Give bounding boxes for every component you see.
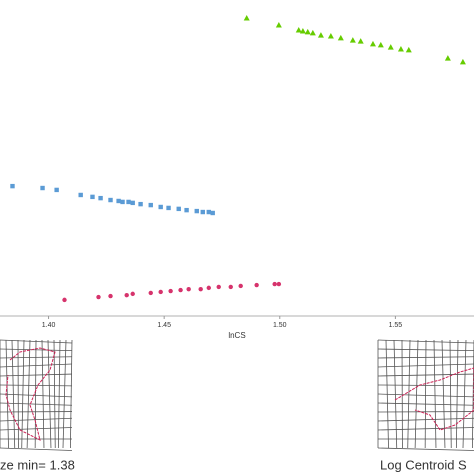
warp-line xyxy=(377,393,474,398)
warp-line xyxy=(441,339,446,449)
point xyxy=(40,185,45,191)
x-tick-label: 1.40 xyxy=(42,322,56,329)
x-tick-label: 1.50 xyxy=(273,322,287,329)
point xyxy=(138,201,143,207)
x-tick-label: 1.55 xyxy=(389,322,403,329)
point xyxy=(116,198,121,204)
warp-line xyxy=(57,339,61,449)
point xyxy=(78,192,83,198)
point xyxy=(130,291,135,297)
point xyxy=(158,289,163,295)
point xyxy=(304,28,311,35)
point xyxy=(98,195,103,201)
warp-line xyxy=(0,402,73,406)
point xyxy=(397,45,404,52)
point xyxy=(126,199,131,205)
warp-line xyxy=(424,339,427,449)
warp-line xyxy=(0,393,73,398)
point xyxy=(194,208,199,214)
x-tick-label: 1.45 xyxy=(157,322,171,329)
point xyxy=(444,55,451,61)
point xyxy=(206,209,211,215)
point xyxy=(243,15,250,21)
warp-line xyxy=(0,427,73,431)
deformation-grid-left xyxy=(0,339,73,451)
point xyxy=(184,207,189,213)
point xyxy=(272,281,277,287)
point xyxy=(295,27,302,33)
point xyxy=(299,27,306,34)
deformation-grid-right xyxy=(377,339,474,451)
point xyxy=(168,288,173,294)
point xyxy=(238,283,243,289)
point xyxy=(108,197,113,203)
point xyxy=(54,187,59,193)
warp-line xyxy=(377,402,474,406)
warp-line xyxy=(26,339,31,449)
point xyxy=(317,32,324,38)
caption-left: ze min= 1.38 xyxy=(0,457,75,472)
point xyxy=(357,38,364,44)
point xyxy=(178,287,183,293)
point xyxy=(186,286,191,292)
point xyxy=(148,290,153,296)
point xyxy=(228,284,233,290)
point xyxy=(216,284,221,290)
warp-line xyxy=(377,427,474,431)
point xyxy=(377,41,384,48)
warp-line xyxy=(62,339,67,449)
warp-line xyxy=(34,339,37,449)
warp-line xyxy=(393,339,398,449)
point xyxy=(405,46,412,53)
point xyxy=(369,40,376,47)
point xyxy=(309,29,316,36)
warp-line xyxy=(433,339,437,449)
point xyxy=(96,294,101,300)
point xyxy=(206,285,211,291)
point xyxy=(198,286,203,292)
point xyxy=(337,34,344,41)
point xyxy=(108,293,113,299)
warp-line xyxy=(0,417,73,422)
warp-line xyxy=(462,339,467,449)
warp-line xyxy=(414,339,419,449)
caption-right: Log Centroid S xyxy=(380,457,467,472)
point xyxy=(387,44,394,50)
point xyxy=(210,210,215,216)
x-axis-label: lnCS xyxy=(228,331,245,340)
point xyxy=(200,209,205,215)
warp-line xyxy=(407,339,411,449)
point xyxy=(148,202,153,208)
warp-line xyxy=(377,447,474,451)
point xyxy=(166,205,171,211)
point xyxy=(459,58,466,65)
point xyxy=(254,282,259,288)
warp-line xyxy=(41,339,45,449)
point xyxy=(130,200,135,206)
warp-line xyxy=(455,339,459,449)
point xyxy=(62,297,67,303)
point xyxy=(158,204,163,210)
point xyxy=(275,21,282,28)
point xyxy=(176,206,181,212)
point xyxy=(276,281,282,287)
point xyxy=(124,292,129,298)
warp-line xyxy=(69,339,73,449)
point xyxy=(90,194,95,200)
warp-line xyxy=(0,447,73,451)
point xyxy=(327,33,334,39)
point xyxy=(10,183,15,189)
point xyxy=(120,199,125,205)
warp-line xyxy=(21,339,25,449)
warp-line xyxy=(449,339,452,449)
point xyxy=(349,37,356,43)
warp-line xyxy=(53,339,56,449)
warp-line xyxy=(377,417,474,422)
warp-line xyxy=(47,339,52,449)
